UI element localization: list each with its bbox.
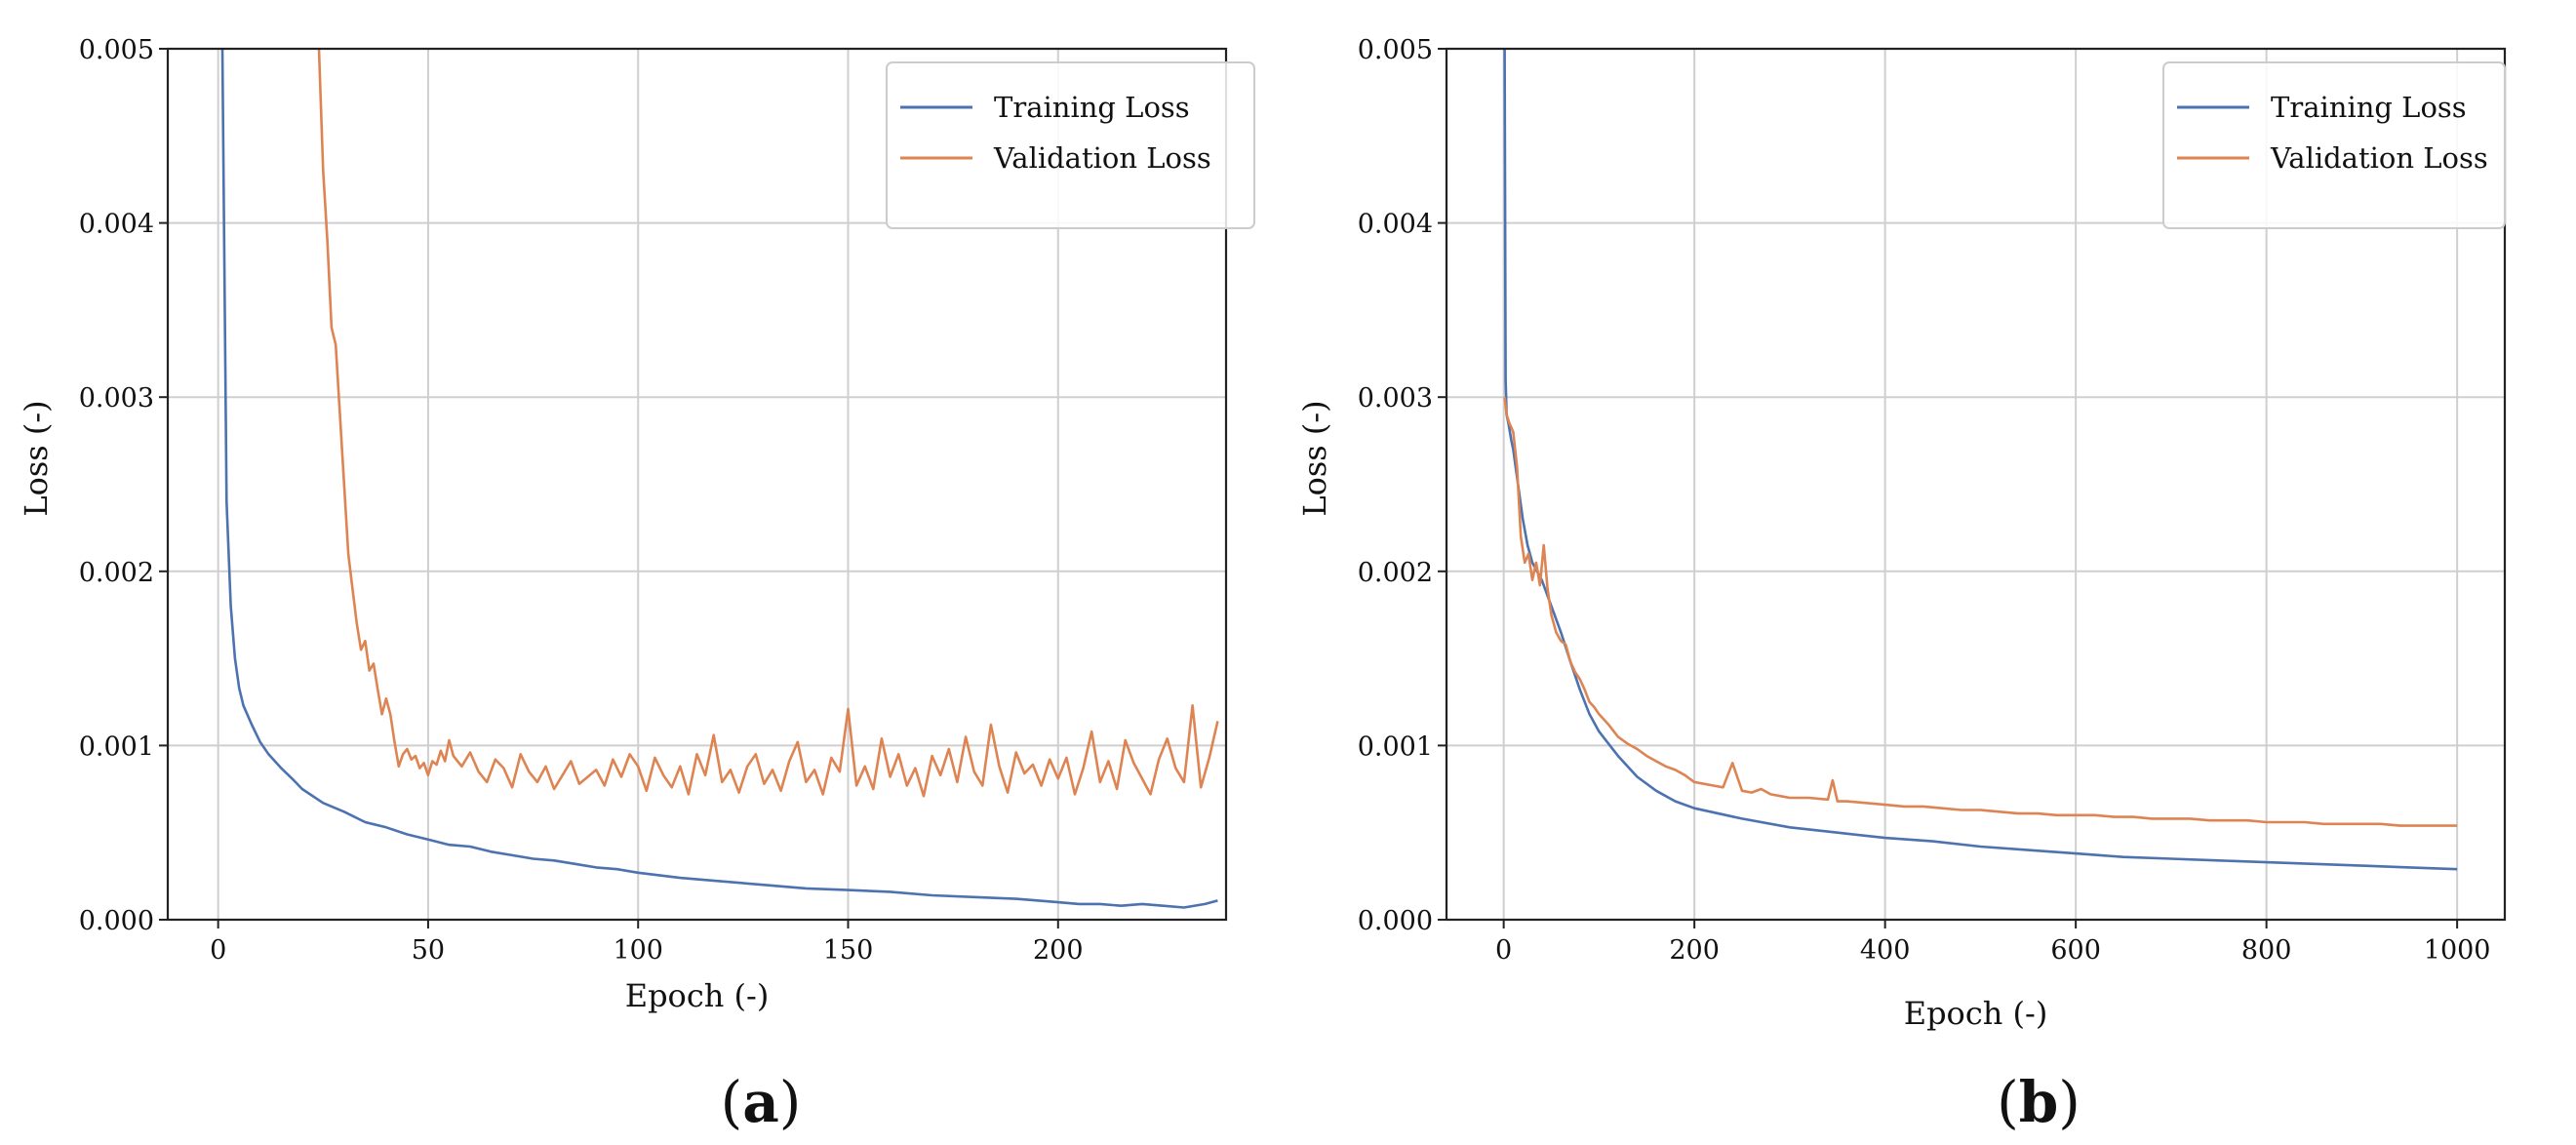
series-line-training-loss (220, 49, 1218, 909)
x-tick-label: 400 (1860, 935, 1911, 966)
x-tick-label: 0 (1495, 935, 1512, 966)
y-tick-label: 0.001 (1358, 731, 1433, 762)
x-axis-label: Epoch (-) (1904, 995, 2048, 1032)
series-line-validation-loss (317, 49, 1219, 798)
plot-frame (1445, 47, 2507, 922)
panel-paren-close: ) (779, 1069, 802, 1135)
x-tick-label: 600 (2050, 935, 2101, 966)
legend-label-validation: Validation Loss (2270, 141, 2488, 175)
y-tick-label: 0.000 (1358, 906, 1433, 936)
y-axis-label: Loss (-) (1296, 400, 1333, 516)
legend-label-training: Training Loss (2271, 91, 2467, 124)
y-tick-label: 0.004 (1358, 210, 1433, 240)
legend-label-validation: Validation Loss (993, 141, 1211, 175)
x-tick-label: 100 (613, 935, 663, 966)
x-tick-label: 0 (210, 935, 226, 966)
y-tick-label: 0.002 (1358, 558, 1433, 588)
legend-box (886, 61, 1255, 229)
panel-paren-open: ( (1997, 1069, 2019, 1135)
panel-letter: a (742, 1069, 779, 1135)
y-tick-label: 0.000 (79, 906, 154, 936)
y-tick-label: 0.005 (1358, 35, 1433, 65)
x-tick-label: 200 (1033, 935, 1084, 966)
legend-box (2162, 61, 2506, 229)
plot-frame (166, 47, 1228, 922)
y-tick-label: 0.003 (79, 383, 154, 414)
y-tick-label: 0.001 (79, 731, 154, 762)
panel-a: 0 50 100 150 200 0.000 0.001 0.002 0.003 0.004 0.0… (18, 35, 1255, 1135)
legend-label-training: Training Loss (994, 91, 1190, 124)
series-line-validation-loss (1503, 397, 2458, 827)
y-tick-label: 0.002 (79, 558, 154, 588)
panel-label: (b) (1997, 1069, 2081, 1135)
y-tick-label: 0.003 (1358, 383, 1433, 414)
x-tick-label: 200 (1669, 935, 1720, 966)
x-tick-label: 50 (412, 935, 445, 966)
x-tick-label: 1000 (2424, 935, 2491, 966)
panel-label: (a) (721, 1069, 802, 1135)
x-tick-label: 800 (2241, 935, 2292, 966)
x-tick-label: 150 (823, 935, 874, 966)
x-axis-label: Epoch (-) (625, 977, 770, 1014)
panel-paren-close: ) (2058, 1069, 2081, 1135)
legend: Training Loss Validation Loss (886, 61, 1255, 229)
y-tick-label: 0.004 (79, 210, 154, 240)
y-axis-label: Loss (-) (18, 400, 55, 516)
panel-paren-open: ( (721, 1069, 743, 1135)
y-tick-label: 0.005 (79, 35, 154, 65)
panel-b: 0 200 400 600 800 1000 0.000 0.001 0.002 0.003 0.0… (1296, 35, 2507, 1135)
panel-letter: b (2019, 1069, 2059, 1135)
legend: Training Loss Validation Loss (2162, 61, 2506, 229)
